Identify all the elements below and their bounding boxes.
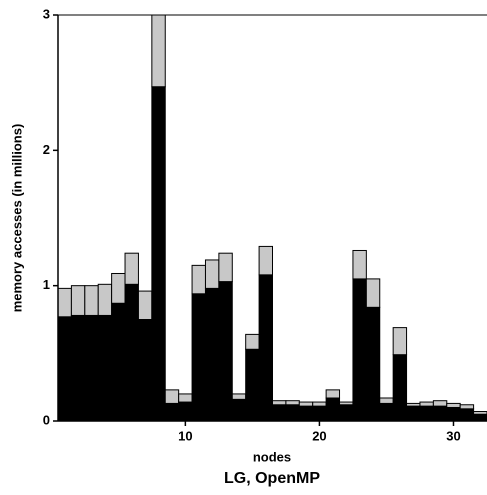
bar-segment — [124, 283, 139, 422]
bar-segment — [298, 401, 314, 407]
x-axis-label: nodes — [253, 449, 291, 464]
bar-segment — [231, 398, 247, 422]
bar-segment — [285, 404, 300, 422]
bar-segment — [325, 389, 341, 399]
bar-segment — [432, 400, 448, 407]
bar-segment — [164, 402, 180, 422]
bar-segment — [459, 408, 475, 422]
bar-segment — [164, 389, 180, 404]
bar-segment — [204, 259, 220, 289]
bar-segment — [151, 14, 166, 88]
bar-segment — [57, 287, 72, 318]
bar-segment — [218, 281, 233, 422]
bar-segment — [459, 404, 475, 410]
y-axis-label: memory accesses (in millions) — [9, 124, 24, 313]
bar-segment — [325, 397, 341, 422]
bar-segment — [392, 327, 408, 356]
bar-segment — [151, 86, 166, 422]
bar-segment — [204, 287, 220, 422]
bar-segment — [352, 249, 367, 280]
bar-segment — [352, 278, 367, 422]
bar-segment — [312, 405, 327, 422]
bar-segment — [70, 285, 86, 316]
bar-segment — [379, 402, 394, 422]
x-tick-label: 30 — [446, 428, 460, 443]
bar-segment — [245, 348, 260, 422]
bar-segment — [191, 264, 206, 295]
bar-segment — [392, 354, 408, 422]
bar-segment — [272, 400, 287, 406]
bar-segment — [84, 314, 99, 422]
bar-segment — [365, 278, 381, 308]
y-tick-label: 0 — [43, 412, 50, 427]
bar-segment — [406, 405, 421, 422]
bar-segment — [111, 272, 126, 304]
bar-segment — [70, 314, 86, 422]
bar-segment — [124, 252, 139, 285]
bar-segment — [419, 401, 434, 407]
y-tick-label: 1 — [43, 277, 50, 292]
bar-segment — [57, 316, 72, 422]
bar-segment — [218, 252, 233, 283]
bar-segment — [339, 401, 354, 406]
bar-segment — [406, 402, 421, 407]
y-tick-label: 2 — [43, 142, 50, 157]
bar-segment — [231, 393, 247, 400]
bar-segment — [97, 314, 113, 422]
bar-segment — [285, 400, 300, 406]
bar-segment — [84, 285, 99, 316]
bar-segment — [339, 404, 354, 422]
bar-segment — [258, 274, 273, 422]
bar-segment — [312, 401, 327, 407]
bar-segment — [178, 393, 193, 403]
bar-segment — [137, 290, 153, 320]
y-tick-label: 3 — [43, 6, 50, 21]
bar-segment — [365, 306, 381, 422]
bar-segment — [97, 283, 113, 316]
x-tick-label: 10 — [178, 428, 192, 443]
bar-segment — [419, 405, 434, 422]
bar-segment — [379, 397, 394, 404]
bar-segment — [137, 319, 153, 422]
bar-segment — [473, 413, 487, 422]
bar-segment — [446, 402, 461, 408]
x-tick-label: 20 — [312, 428, 326, 443]
bar-segment — [245, 333, 260, 350]
bar-segment — [473, 411, 487, 415]
bar-segment — [298, 405, 314, 422]
bar-segment — [191, 293, 206, 422]
bar-segment — [446, 406, 461, 422]
bar-segment — [272, 404, 287, 422]
bar-segment — [258, 245, 273, 276]
chart-title: LG, OpenMP — [224, 470, 320, 487]
bar-segment — [111, 302, 126, 422]
bar-segment — [432, 405, 448, 422]
bar-segment — [178, 401, 193, 422]
